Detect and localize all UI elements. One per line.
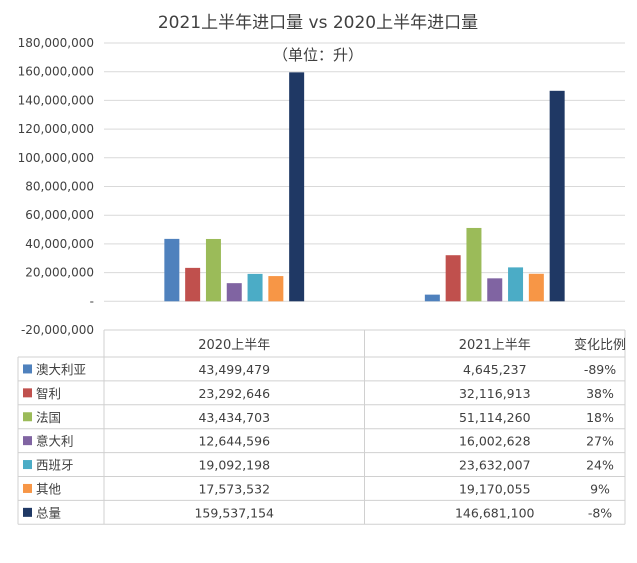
table-header: 2021上半年	[459, 338, 531, 353]
legend-swatch	[23, 460, 32, 470]
table-cell: 43,434,703	[198, 410, 270, 425]
bar	[549, 90, 565, 302]
y-tick-label: 80,000,000	[25, 180, 94, 194]
legend-label: 澳大利亚	[36, 362, 86, 377]
y-tick-label: -20,000,000	[21, 323, 94, 337]
bar	[466, 227, 482, 302]
y-tick-label: 180,000,000	[18, 36, 94, 50]
bar	[528, 273, 544, 302]
legend-swatch	[23, 436, 32, 446]
bar	[508, 267, 524, 302]
bar	[424, 294, 440, 302]
legend-swatch	[23, 483, 32, 493]
bar	[268, 276, 284, 302]
bar	[226, 283, 242, 302]
chart-title: 2021上半年进口量 vs 2020上半年进口量	[158, 13, 478, 33]
table-header-change: 变化比例	[574, 337, 626, 353]
table-cell: 19,092,198	[198, 458, 270, 473]
table-cell: 23,292,646	[198, 386, 270, 401]
y-tick-label: 60,000,000	[25, 208, 94, 222]
table-cell: 32,116,913	[459, 386, 531, 401]
table-cell: 43,499,479	[198, 362, 270, 377]
table-cell: 16,002,628	[459, 434, 531, 449]
y-tick-label: 160,000,000	[18, 65, 94, 79]
y-tick-label: 120,000,000	[18, 122, 94, 136]
bar	[185, 267, 201, 302]
chart-subtitle: （单位：升）	[273, 46, 363, 64]
table-cell-change: 18%	[586, 410, 614, 425]
table-cell: 23,632,007	[459, 458, 531, 473]
legend-label: 西班牙	[36, 458, 74, 473]
bar	[247, 273, 263, 302]
legend-label: 其他	[36, 481, 62, 496]
table-cell-change: -8%	[588, 505, 612, 520]
legend-label: 总量	[36, 505, 61, 520]
table-cell-change: 38%	[586, 386, 614, 401]
bar	[445, 255, 461, 302]
table-cell: 146,681,100	[455, 505, 535, 520]
table-cell-change: -89%	[584, 362, 616, 377]
y-tick-label: 40,000,000	[25, 237, 94, 251]
legend-label: 意大利	[36, 434, 74, 449]
y-tick-label: 140,000,000	[18, 93, 94, 107]
bar	[487, 278, 503, 302]
bar	[289, 72, 305, 302]
y-tick-label: 100,000,000	[18, 151, 94, 165]
table-cell: 159,537,154	[194, 505, 274, 520]
legend-swatch	[23, 507, 32, 517]
bar	[205, 238, 221, 302]
table-cell-change: 9%	[590, 481, 610, 496]
y-tick-label: 20,000,000	[25, 266, 94, 280]
bars	[164, 72, 565, 302]
table-header: 2020上半年	[198, 338, 270, 353]
legend-label: 智利	[36, 386, 61, 401]
legend-swatch	[23, 412, 32, 422]
table-cell-change: 27%	[586, 434, 614, 449]
table-cell: 19,170,055	[459, 481, 531, 496]
table-cell: 51,114,260	[459, 410, 531, 425]
bar	[164, 238, 180, 302]
y-axis: -20,000,000-20,000,00040,000,00060,000,0…	[18, 36, 94, 337]
table-cell: 4,645,237	[463, 362, 527, 377]
legend-swatch	[23, 388, 32, 398]
legend-swatch	[23, 364, 32, 374]
grid	[104, 42, 625, 331]
table-cell: 12,644,596	[198, 434, 270, 449]
table-cell: 17,573,532	[198, 481, 270, 496]
legend-label: 法国	[36, 410, 61, 425]
y-tick-label: -	[90, 294, 94, 308]
table-cell-change: 24%	[586, 458, 614, 473]
